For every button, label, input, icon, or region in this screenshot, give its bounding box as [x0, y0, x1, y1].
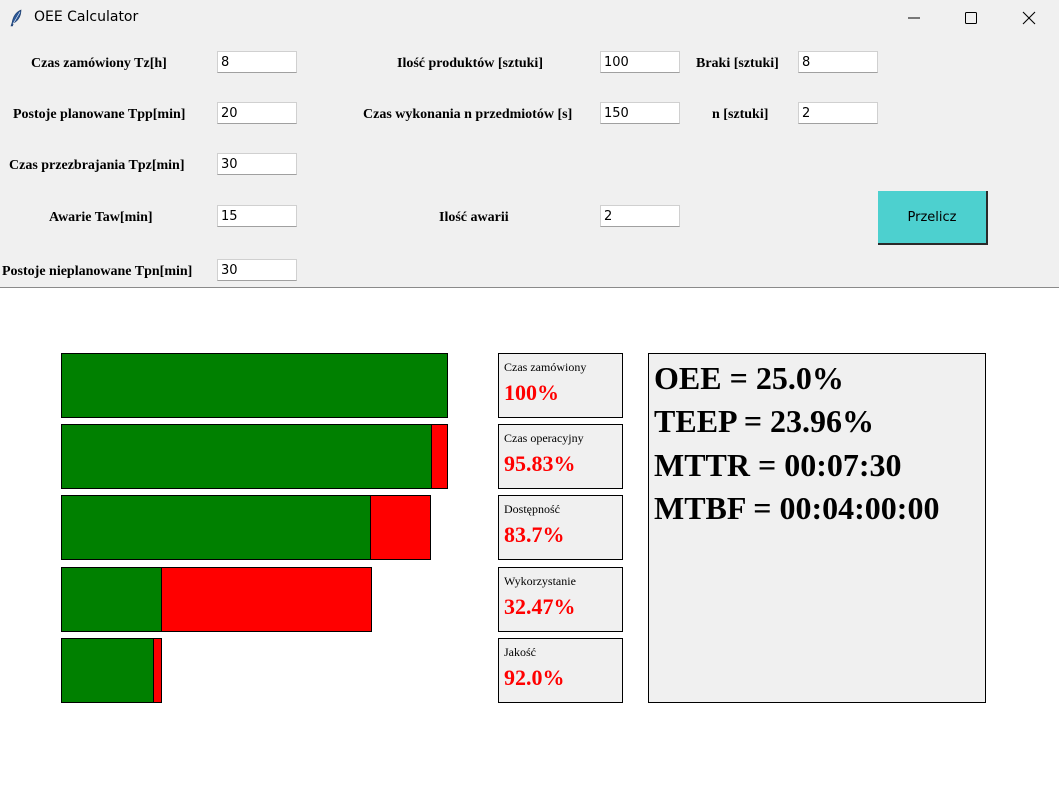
tpp-input[interactable]	[217, 102, 297, 124]
tpz-label: Czas przezbrajania Tpz[min]	[9, 158, 185, 173]
n-label: n [sztuki]	[712, 107, 769, 122]
bar-good-3	[61, 567, 162, 632]
card-value: 92.0%	[504, 665, 565, 690]
tpn-label: Postoje nieplanowane Tpn[min]	[2, 264, 193, 279]
card-title: Jakość	[504, 645, 536, 659]
failures-input[interactable]	[600, 205, 680, 227]
bar-loss-1	[431, 424, 448, 489]
bar-good-0	[61, 353, 448, 418]
maximize-icon	[965, 12, 977, 24]
card-title: Czas zamówiony	[504, 360, 587, 374]
card-title: Dostępność	[504, 502, 560, 516]
defects-input[interactable]	[798, 51, 878, 73]
defects-label: Braki [sztuki]	[696, 56, 779, 71]
card-value: 32.47%	[504, 594, 576, 619]
bar-loss-4	[153, 638, 162, 703]
exec-time-input[interactable]	[600, 102, 680, 124]
bar-good-1	[61, 424, 432, 489]
tpp-label: Postoje planowane Tpp[min]	[13, 107, 186, 122]
oee-result: OEE = 25.0%	[654, 360, 844, 396]
n-input[interactable]	[798, 102, 878, 124]
divider	[0, 287, 1059, 288]
maximize-button[interactable]	[943, 0, 999, 36]
failures-label: Ilość awarii	[439, 210, 509, 225]
teep-result: TEEP = 23.96%	[654, 403, 875, 439]
close-icon	[1022, 11, 1036, 25]
tz-input[interactable]	[217, 51, 297, 73]
close-button[interactable]	[1001, 0, 1057, 36]
feather-icon	[10, 9, 22, 27]
card-value: 95.83%	[504, 451, 576, 476]
mttr-result: MTTR = 00:07:30	[654, 447, 902, 483]
bar-loss-3	[161, 567, 372, 632]
card-title: Czas operacyjny	[504, 431, 584, 445]
products-input[interactable]	[600, 51, 680, 73]
minimize-icon	[908, 17, 920, 19]
bar-loss-2	[370, 495, 431, 560]
card-ordered-time: Czas zamówiony 100%	[498, 353, 623, 418]
bar-good-2	[61, 495, 371, 560]
tz-label: Czas zamówiony Tz[h]	[31, 56, 167, 71]
products-label: Ilość produktów [sztuki]	[397, 56, 543, 71]
card-availability: Dostępność 83.7%	[498, 495, 623, 560]
tpn-input[interactable]	[217, 259, 297, 281]
bar-good-4	[61, 638, 154, 703]
input-form: Czas zamówiony Tz[h] Postoje planowane T…	[0, 36, 1059, 287]
minimize-button[interactable]	[886, 0, 942, 36]
card-quality: Jakość 92.0%	[498, 638, 623, 703]
taw-label: Awarie Taw[min]	[49, 210, 153, 225]
recalculate-button[interactable]: Przelicz	[878, 191, 988, 245]
card-value: 83.7%	[504, 522, 565, 547]
card-value: 100%	[504, 380, 559, 405]
results-panel: OEE = 25.0% TEEP = 23.96% MTTR = 00:07:3…	[648, 353, 986, 703]
tpz-input[interactable]	[217, 153, 297, 175]
card-performance: Wykorzystanie 32.47%	[498, 567, 623, 632]
taw-input[interactable]	[217, 205, 297, 227]
card-title: Wykorzystanie	[504, 574, 576, 588]
window-title: OEE Calculator	[34, 9, 139, 25]
exec-time-label: Czas wykonania n przedmiotów [s]	[363, 107, 573, 122]
title-bar: OEE Calculator	[0, 0, 1059, 36]
mtbf-result: MTBF = 00:04:00:00	[654, 490, 940, 526]
card-operating-time: Czas operacyjny 95.83%	[498, 424, 623, 489]
